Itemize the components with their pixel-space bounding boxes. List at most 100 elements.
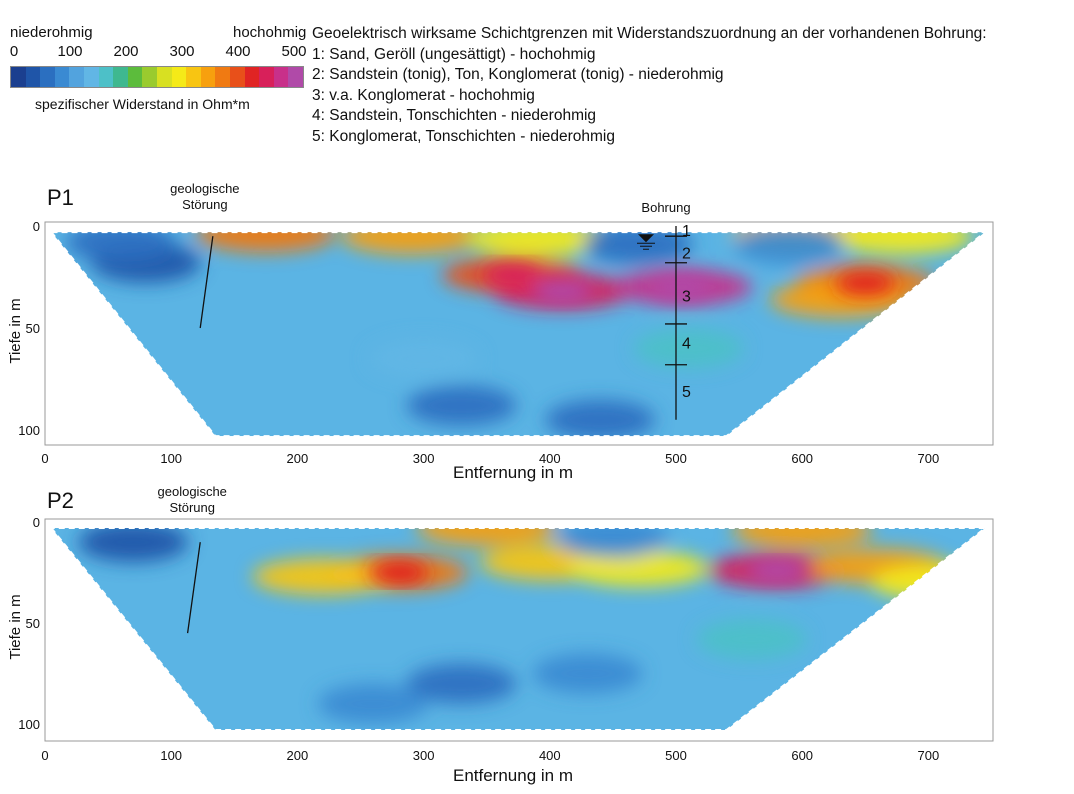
resistivity-anomaly (532, 653, 643, 694)
resistivity-core (746, 558, 807, 583)
section-P2: P2 0 50 100 Tiefe in m 0 100 200 300 400 500 600 700… (7, 484, 994, 785)
colorbar-swatch (83, 67, 99, 87)
colorbar-swatch (69, 67, 84, 87)
x-tick-label: 600 (791, 748, 813, 763)
resistivity-core (652, 275, 713, 300)
resistivity-anomaly (545, 399, 656, 437)
y-axis-label: Tiefe in m (7, 594, 24, 659)
y-tick-label: 0 (33, 219, 40, 234)
x-tick-label: 0 (41, 748, 48, 763)
layer-number-label: 2 (682, 246, 691, 263)
colorbar-swatch (11, 67, 26, 87)
x-tick-label: 600 (791, 451, 813, 466)
legend-scale-label: 500 (281, 43, 307, 60)
x-tick-label: 400 (539, 451, 561, 466)
section-background (51, 232, 986, 437)
x-tick-label: 500 (665, 748, 687, 763)
legend-caption: spezifischer Widerstand in Ohm*m (35, 96, 250, 112)
x-axis-label: Entfernung in m (453, 463, 573, 482)
y-axis-label: Tiefe in m (7, 298, 24, 363)
resistivity-anomaly (633, 328, 744, 369)
colorbar-swatch (200, 67, 216, 87)
resistivity-anomaly (318, 683, 429, 724)
resistivity-anomaly (871, 564, 986, 601)
resistivity-anomaly (833, 232, 974, 255)
resistivity-anomaly (696, 619, 807, 660)
description-item-2: 2: Sandstein (tonig), Ton, Konglomerat (… (312, 66, 724, 83)
layer-number-label: 5 (682, 384, 691, 401)
description-item-1: 1: Sand, Geröll (ungesättigt) - hochohmi… (312, 45, 596, 63)
legend-low-label: niederohmig (10, 24, 93, 41)
resistivity-anomaly (368, 338, 479, 379)
colorbar-swatch (259, 67, 274, 87)
section-edge (49, 527, 989, 732)
resistivity-anomaly (406, 663, 517, 704)
resistivity-anomaly (406, 385, 517, 426)
x-tick-label: 700 (918, 748, 940, 763)
fault-label: geologische (170, 181, 239, 196)
y-tick-label: 50 (26, 616, 40, 631)
section-title: P1 (47, 185, 74, 210)
y-tick-label: 50 (26, 321, 40, 336)
resistivity-anomaly (568, 550, 709, 587)
colorbar-swatch (229, 67, 245, 87)
plot-frame (44, 221, 994, 446)
colorbar-swatch (215, 67, 230, 87)
x-tick-label: 100 (160, 451, 182, 466)
resistivity-anomaly (78, 528, 189, 563)
colorbar-swatch (127, 67, 143, 87)
colorbar-swatch (186, 67, 201, 87)
resistivity-anomaly (340, 232, 481, 255)
layer-number-label: 3 (682, 288, 691, 305)
fault-label: Störung (169, 500, 215, 515)
resistivity-anomaly (195, 232, 336, 253)
resistivity-anomaly (252, 558, 393, 595)
plot-frame (44, 518, 994, 742)
colorbar-swatch (273, 67, 289, 87)
resistivity-anomaly (732, 528, 873, 549)
x-axis-label: Entfernung in m (453, 766, 573, 785)
resistivity-core (532, 279, 593, 304)
resistivity-core (835, 271, 896, 296)
x-tick-label: 300 (413, 451, 435, 466)
fault-line (186, 542, 201, 634)
resistivity-anomaly (557, 528, 668, 559)
colorbar (10, 66, 304, 88)
colorbar-swatch (54, 67, 70, 87)
colorbar-swatch (171, 67, 187, 87)
description-item-4: 4: Sandstein, Tonschichten - niederohmig (312, 107, 597, 124)
x-tick-label: 0 (41, 451, 48, 466)
resistivity-anomaly (467, 232, 608, 257)
y-tick-label: 100 (18, 717, 40, 732)
colorbar-swatch (113, 67, 128, 87)
resistivity-anomaly (416, 528, 557, 547)
legend-scale-label: 0 (9, 43, 19, 60)
layer-number-label: 4 (682, 335, 691, 352)
water-table-icon (638, 234, 654, 243)
legend-scale-label: 400 (225, 43, 251, 60)
colorbar-swatch (244, 67, 260, 87)
colorbar-swatch (142, 67, 157, 87)
fault-line (199, 236, 214, 329)
y-tick-label: 0 (33, 515, 40, 530)
description-item-3: 3: v.a. Konglomerat - hochohmig (312, 86, 535, 104)
resistivity-anomaly (65, 232, 176, 263)
layer-number-label: 1 (682, 223, 691, 240)
colorbar-swatch (156, 67, 172, 87)
section-title: P2 (47, 488, 74, 513)
resistivity-core (481, 262, 542, 287)
legend-scale-label: 300 (169, 43, 195, 60)
x-tick-label: 500 (665, 451, 687, 466)
resistivity-core (368, 560, 429, 585)
x-tick-label: 400 (539, 748, 561, 763)
y-tick-label: 100 (18, 423, 40, 438)
fault-label: Störung (182, 197, 228, 212)
colorbar-swatch (25, 67, 41, 87)
description-item-5: 5: Konglomerat, Tonschichten - niederohm… (312, 127, 615, 145)
legend-scale-label: 200 (113, 43, 139, 60)
resistivity-anomaly (583, 232, 694, 265)
legend-high-label: hochohmig (233, 24, 307, 41)
colorbar-swatch (40, 67, 55, 87)
